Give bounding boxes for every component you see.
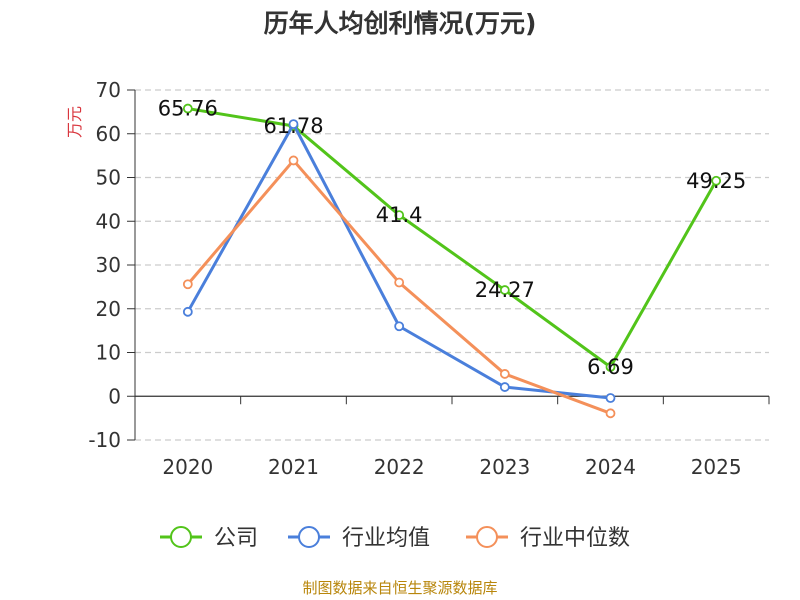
legend-swatch-marker (298, 526, 320, 548)
legend-label: 行业均值 (342, 526, 430, 551)
data-point (499, 285, 510, 295)
x-tick-label: 2023 (479, 455, 530, 479)
x-tick-label: 2020 (162, 455, 213, 479)
data-labels: 65.76 61.78 41.4 24.27 6.69 49.25 (158, 97, 746, 379)
series-lines (182, 103, 722, 419)
y-axis-label: 万元 (65, 106, 84, 138)
axes: -10 0 10 20 30 40 50 60 70 2020 2021 2022 2023 2024 20… (88, 78, 770, 479)
legend-item-3: 行业中位数 (466, 526, 630, 551)
y-tick-label: 20 (96, 297, 121, 321)
data-point (182, 103, 193, 114)
y-tick-label: 60 (96, 122, 121, 146)
data-point (605, 362, 616, 372)
data-label: 65.76 (158, 97, 218, 121)
data-label: 6.69 (587, 355, 634, 379)
y-tick-label: -10 (88, 428, 121, 452)
y-tick-label: 70 (96, 78, 121, 102)
x-tick-label: 2021 (268, 455, 319, 479)
series-line (186, 107, 718, 369)
legend-item-2: 行业均值 (288, 526, 430, 551)
legend-item-1: 公司 (160, 526, 258, 551)
x-tick-label: 2025 (691, 455, 742, 479)
legend-label: 行业中位数 (520, 526, 630, 551)
data-label: 61.78 (263, 114, 323, 138)
data-point (605, 393, 616, 403)
data-label: 24.27 (475, 278, 535, 302)
data-label: 49.25 (686, 169, 746, 193)
series-line (186, 122, 612, 400)
legend-swatch-marker (476, 526, 498, 548)
data-point (605, 408, 616, 419)
data-label: 41.4 (376, 203, 423, 227)
legend-swatch-marker (170, 526, 192, 548)
grid-lines (135, 89, 769, 441)
y-tick-label: 30 (96, 253, 121, 277)
data-point (499, 382, 510, 392)
series-2 (182, 119, 616, 403)
chart-title: 历年人均创利情况(万元) (263, 9, 537, 38)
data-point (288, 119, 299, 130)
legend-label: 公司 (214, 526, 258, 551)
legend: 公司 行业均值 行业中位数 (160, 526, 630, 551)
series-1 (182, 103, 722, 372)
data-point (499, 369, 510, 379)
y-tick-label: 50 (96, 166, 121, 190)
x-tick-label: 2022 (374, 455, 425, 479)
y-tick-label: 40 (96, 209, 121, 233)
y-tick-label: 0 (108, 384, 121, 408)
data-point (288, 155, 299, 166)
x-tick-label: 2024 (585, 455, 636, 479)
series-3 (182, 155, 616, 419)
source-note: 制图数据来自恒生聚源数据库 (302, 579, 498, 597)
data-point (394, 277, 405, 288)
data-point (182, 279, 193, 290)
data-point (394, 210, 405, 221)
y-tick-label: 10 (96, 341, 121, 365)
data-point (711, 175, 722, 186)
data-point (394, 321, 405, 332)
data-point (182, 306, 193, 317)
